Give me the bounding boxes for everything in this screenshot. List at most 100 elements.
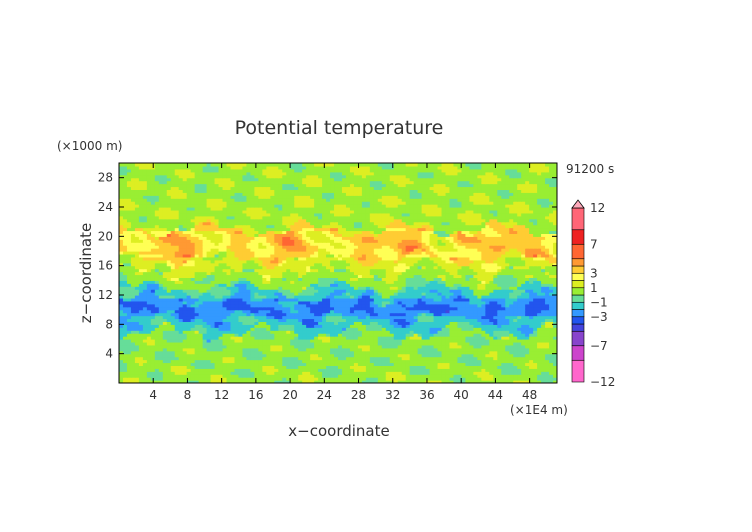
heatmap-cell <box>206 283 212 287</box>
heatmap-cell <box>126 274 132 278</box>
heatmap-cell <box>513 268 518 273</box>
heatmap-cell <box>130 289 136 293</box>
heatmap-cell <box>314 356 319 361</box>
heatmap-cell <box>401 286 407 290</box>
heatmap-cell <box>349 359 355 364</box>
heatmap-cell <box>119 327 124 331</box>
heatmap-cell <box>202 248 208 252</box>
heatmap-cell <box>525 318 530 322</box>
heatmap-cell <box>162 341 168 346</box>
heatmap-cell <box>202 350 208 355</box>
heatmap-cell <box>401 362 407 366</box>
heatmap-cell <box>206 365 212 369</box>
heatmap-cell <box>122 330 128 334</box>
heatmap-cell <box>549 330 554 334</box>
heatmap-cell <box>365 347 371 352</box>
heatmap-cell <box>349 374 355 378</box>
heatmap-cell <box>537 377 542 381</box>
heatmap-cell <box>234 380 240 383</box>
heatmap-cell <box>417 303 423 308</box>
heatmap-cell <box>421 353 427 358</box>
heatmap-cell <box>222 286 228 290</box>
heatmap-cell <box>138 359 144 364</box>
heatmap-cell <box>525 380 530 383</box>
heatmap-cell <box>286 318 291 322</box>
heatmap-cell <box>282 377 287 381</box>
heatmap-cell <box>322 306 327 311</box>
heatmap-cell <box>142 280 148 284</box>
heatmap-cell <box>338 368 343 372</box>
heatmap-cell <box>146 327 152 331</box>
heatmap-cell <box>393 253 399 258</box>
heatmap-cell <box>334 318 339 322</box>
heatmap-cell <box>130 350 136 355</box>
heatmap-cell <box>322 265 327 270</box>
heatmap-cell <box>425 289 431 293</box>
heatmap-cell <box>481 295 486 299</box>
heatmap-cell <box>521 256 526 261</box>
heatmap-cell <box>294 256 299 261</box>
heatmap-cell <box>230 280 236 284</box>
heatmap-cell <box>306 321 311 325</box>
heatmap-cell <box>174 324 180 328</box>
heatmap-cell <box>198 292 204 296</box>
heatmap-cell <box>493 312 498 317</box>
heatmap-cell <box>218 350 224 355</box>
heatmap-cell <box>214 339 220 343</box>
heatmap-cell <box>489 330 494 334</box>
heatmap-cell <box>449 271 455 276</box>
heatmap-cell <box>449 333 455 337</box>
heatmap-cell <box>449 280 455 284</box>
heatmap-cell <box>310 347 315 352</box>
heatmap-cell <box>202 324 208 328</box>
heatmap-cell <box>501 268 506 273</box>
heatmap-cell <box>449 277 455 281</box>
heatmap-cell <box>198 353 204 358</box>
heatmap-cell <box>310 256 315 261</box>
heatmap-cell <box>429 362 435 366</box>
heatmap-cell <box>549 341 554 346</box>
heatmap-cell <box>298 295 303 299</box>
heatmap-cell <box>513 330 518 334</box>
heatmap-cell <box>449 259 455 264</box>
heatmap-cell <box>477 280 482 284</box>
heatmap-cell <box>549 309 554 314</box>
heatmap-cell <box>186 292 192 296</box>
heatmap-cell <box>186 277 192 281</box>
heatmap-cell <box>473 365 478 369</box>
heatmap-cell <box>417 295 423 299</box>
heatmap-cell <box>353 341 359 346</box>
heatmap-cell <box>341 312 347 317</box>
heatmap-cell <box>254 336 259 340</box>
heatmap-cell <box>206 280 212 284</box>
heatmap-cell <box>441 309 447 314</box>
heatmap-cell <box>425 295 431 299</box>
heatmap-cell <box>158 303 164 308</box>
heatmap-cell <box>138 309 144 314</box>
heatmap-cell <box>457 339 463 343</box>
heatmap-cell <box>278 359 283 364</box>
heatmap-cell <box>278 356 283 361</box>
heatmap-cell <box>266 371 271 375</box>
heatmap-cell <box>130 362 136 366</box>
heatmap-cell <box>130 297 136 302</box>
heatmap-cell <box>282 350 287 355</box>
heatmap-cell <box>389 274 395 278</box>
heatmap-cell <box>485 303 490 308</box>
heatmap-cell <box>489 324 494 328</box>
heatmap-cell <box>357 297 363 302</box>
heatmap-cell <box>274 380 279 383</box>
heatmap-cell <box>341 377 347 381</box>
heatmap-cell <box>274 347 279 352</box>
heatmap-cell <box>441 283 447 287</box>
heatmap-cell <box>441 277 447 281</box>
heatmap-cell <box>409 292 415 296</box>
heatmap-cell <box>513 297 518 302</box>
heatmap-cell <box>202 371 208 375</box>
heatmap-cell <box>254 333 259 337</box>
heatmap-cell <box>198 350 204 355</box>
heatmap-cell <box>246 318 251 322</box>
heatmap-cell <box>373 306 379 311</box>
heatmap-cell <box>481 380 486 383</box>
heatmap-cell <box>501 356 506 361</box>
